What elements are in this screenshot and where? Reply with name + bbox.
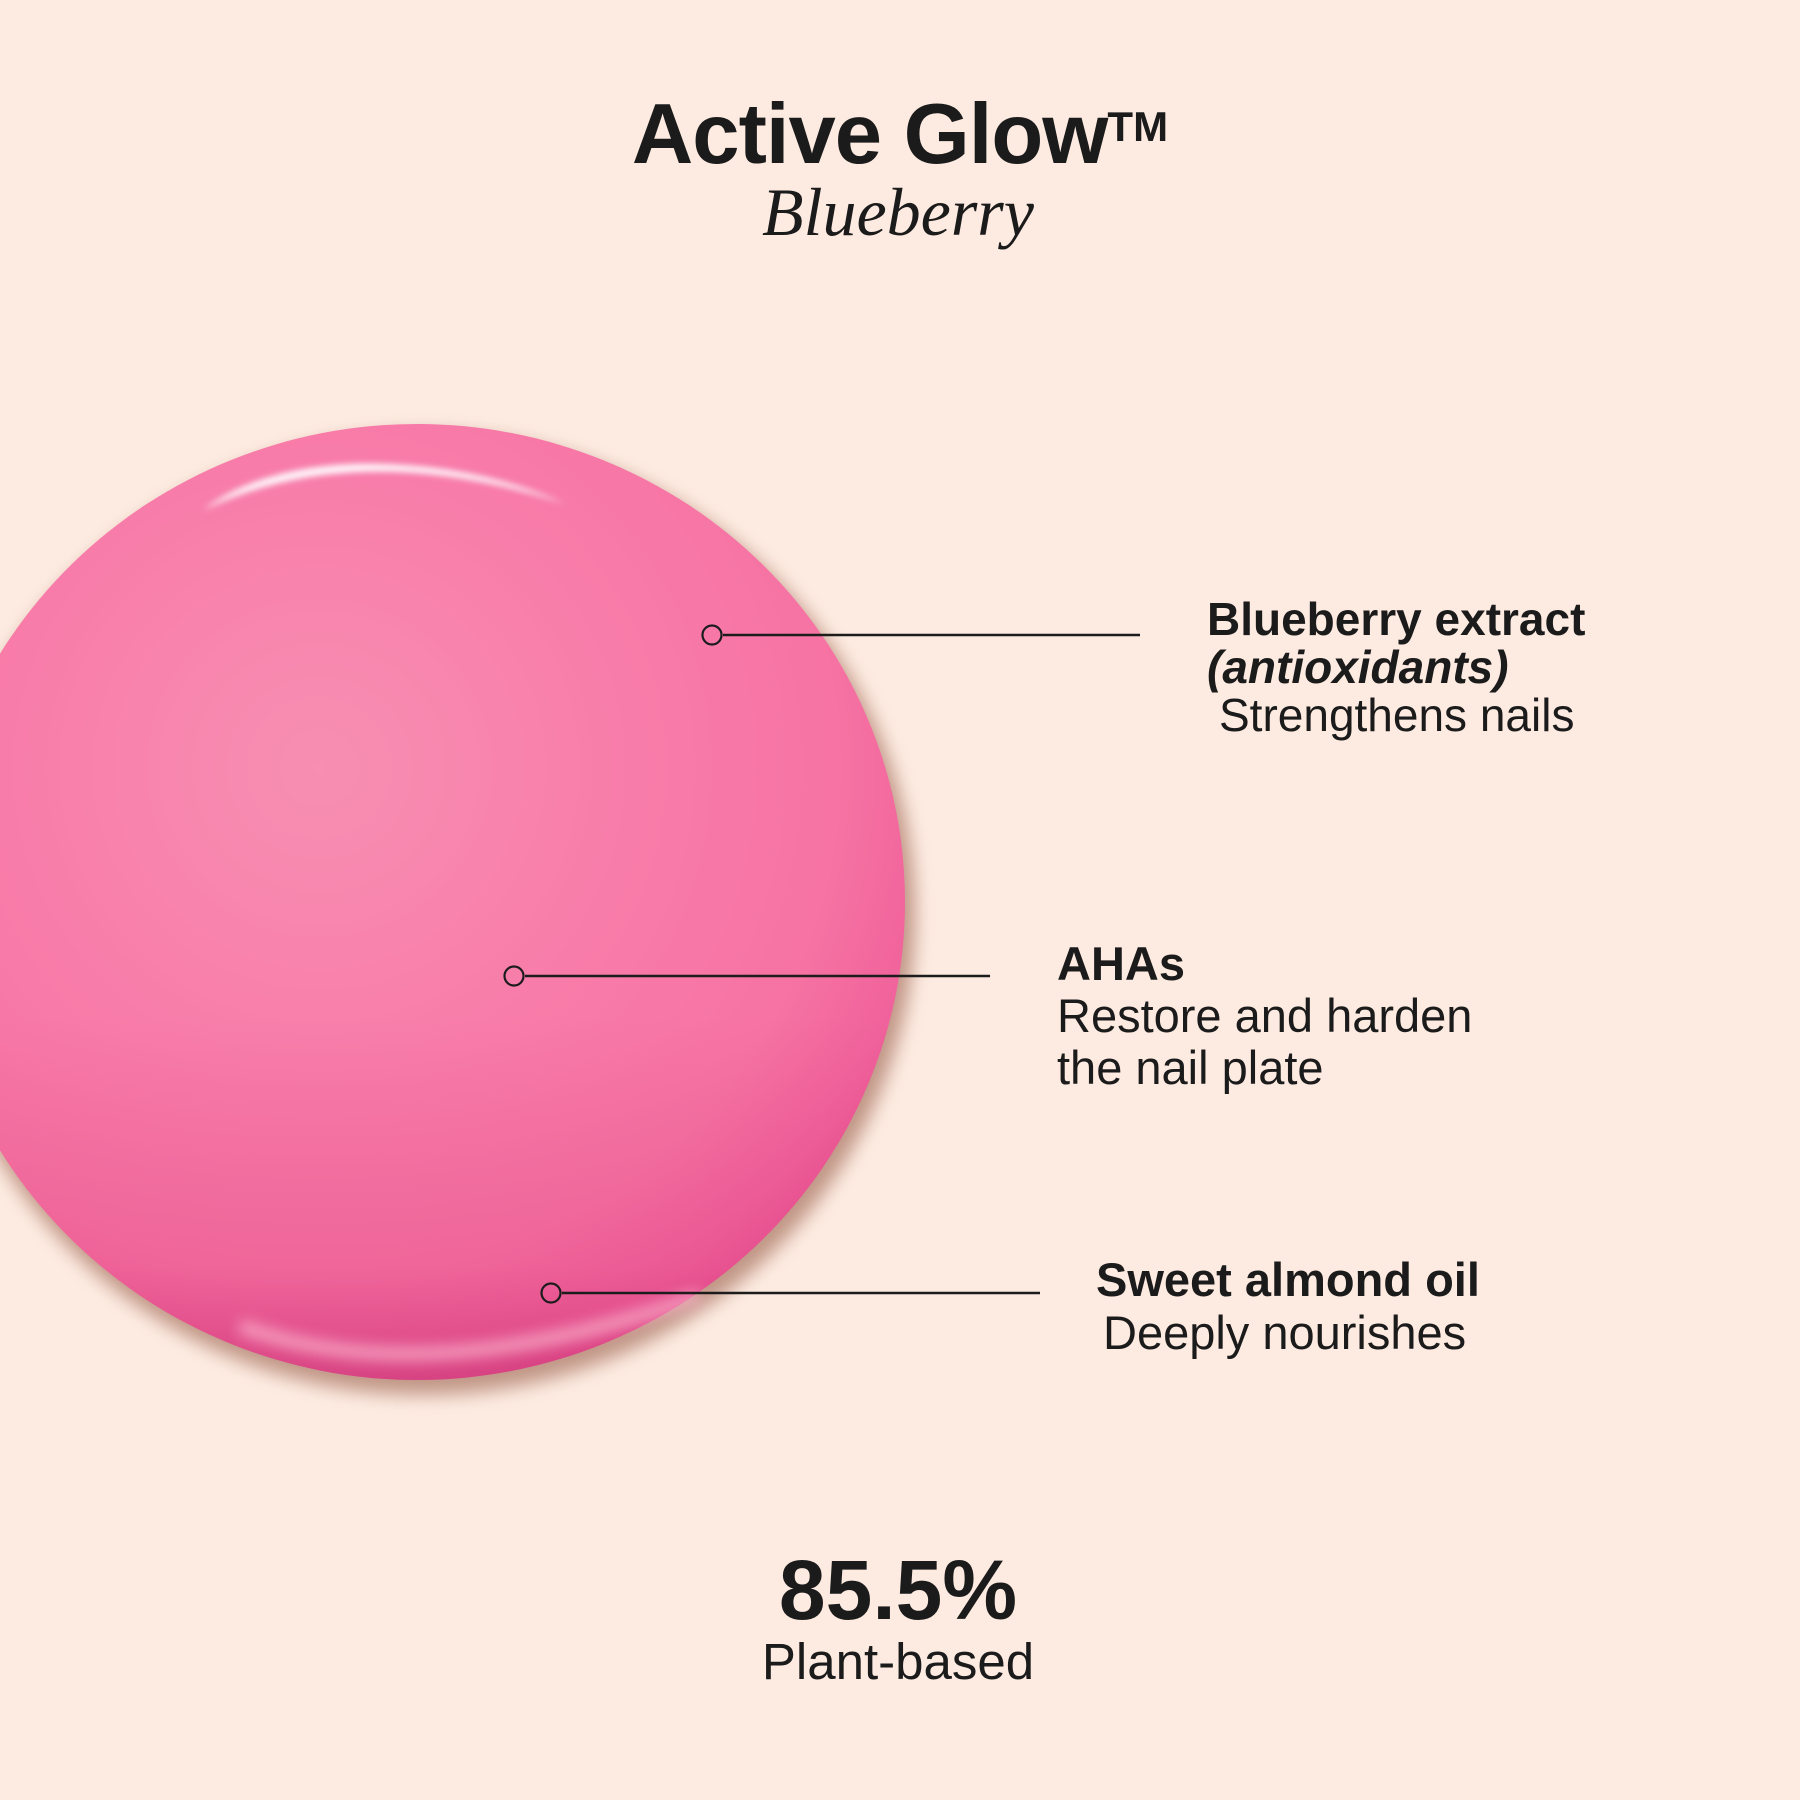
plant-based-label: Plant-based	[761, 1633, 1035, 1690]
callout-dot-sweet-almond-oil	[540, 1282, 562, 1304]
plant-based-stat: 85.5% Plant-based	[762, 1547, 1034, 1691]
plant-based-percentage: 85.5%	[778, 1543, 1018, 1637]
page-title: Active GlowTM	[632, 92, 1168, 177]
callout-heading: Blueberry extract	[1207, 593, 1586, 645]
callout-dot-ahas	[503, 965, 525, 987]
callout-heading: Sweet almond oil	[1096, 1253, 1480, 1306]
page-title-text: Active Glow	[631, 87, 1109, 182]
trademark-symbol: TM	[1107, 103, 1169, 151]
callout-description: the nail plate	[1057, 1041, 1324, 1094]
callout-heading: AHAs	[1057, 937, 1185, 990]
callout-description: Deeply nourishes	[1103, 1306, 1467, 1359]
callout-dot-blueberry-extract	[701, 624, 723, 646]
callout-description: Restore and harden	[1057, 989, 1473, 1042]
callout-ahas: AHAs Restore and harden the nail plate	[1057, 938, 1472, 1094]
callout-subheading: (antioxidants)	[1207, 641, 1509, 693]
pink-drop-bottom-shade	[0, 424, 905, 1380]
callout-blueberry-extract: Blueberry extract (antioxidants) Strengt…	[1207, 595, 1585, 739]
bottom-reflection	[237, 1289, 703, 1361]
callout-sweet-almond-oil: Sweet almond oil Deeply nourishes	[1096, 1253, 1480, 1359]
page-subtitle: Blueberry	[762, 174, 1034, 250]
callout-description: Strengthens nails	[1219, 689, 1575, 741]
specular-highlight	[203, 463, 566, 510]
